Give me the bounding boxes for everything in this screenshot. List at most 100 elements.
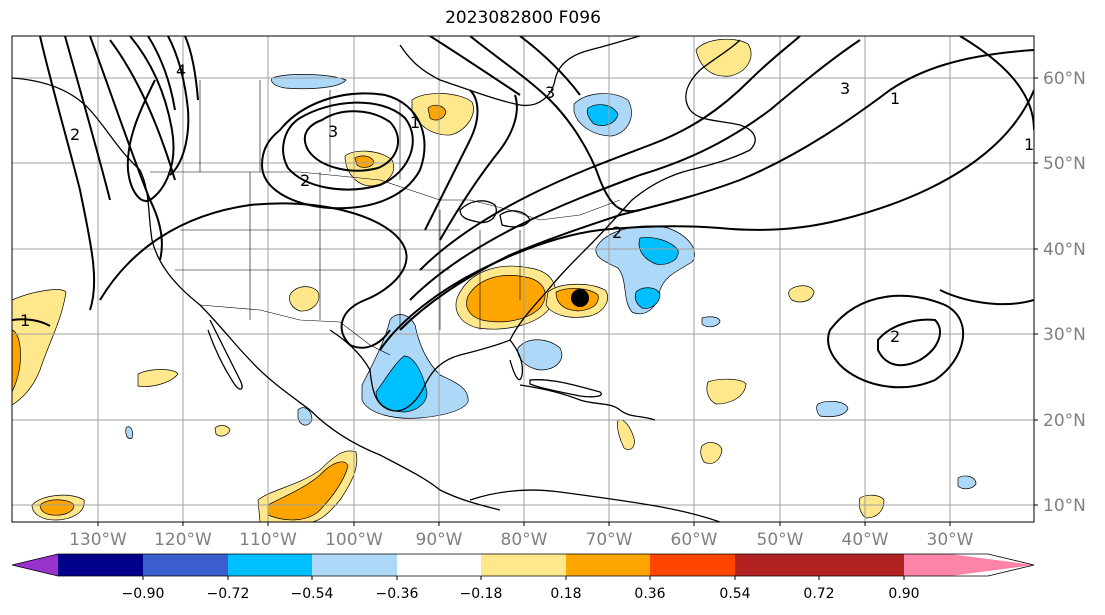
map-frame (11, 35, 1035, 523)
positive-anomaly-region (706, 378, 747, 405)
colorbar-extend-low (12, 554, 58, 576)
negative-anomaly-region (816, 401, 849, 418)
latitude-label: 10°N (1043, 496, 1086, 516)
colorbar-segment (481, 554, 566, 576)
colorbar-extend-high (904, 554, 1034, 576)
contour-label: 1 (20, 311, 30, 330)
hudson-bay-coastline (399, 36, 641, 107)
gulf-coastline (329, 329, 524, 412)
contour-label: 4 (176, 61, 186, 80)
colorbar-tick-label: 0.90 (888, 586, 919, 602)
colorbar-segment (312, 554, 397, 576)
longitude-axis: 130°W 120°W 110°W 100°W 90°W 80°W 70°W 6… (69, 522, 974, 550)
colorbar-tick-label: −0.90 (122, 586, 165, 602)
caribbean-islands (519, 384, 656, 421)
negative-anomaly-core (638, 237, 679, 265)
contour-line (939, 289, 1034, 306)
contour-line (89, 36, 163, 261)
negative-anomaly-region (701, 316, 721, 328)
longitude-label: 50°W (757, 530, 804, 550)
pacific-coastline (12, 77, 501, 511)
colorbar-outline (11, 553, 1035, 577)
contour-line (109, 39, 176, 181)
longitude-label: 110°W (239, 530, 297, 550)
positive-anomaly-region (700, 442, 723, 464)
contour-line (519, 36, 581, 96)
contour-label: 1 (1024, 135, 1034, 154)
contour-line (303, 110, 399, 172)
contour-label-layer: 3 2 1 4 3 2 1 3 1 2 1 2 (20, 61, 1034, 346)
colorbar-tick-label: 0.72 (803, 586, 834, 602)
contour-line (469, 36, 641, 213)
contour-label: 2 (300, 171, 310, 190)
anomaly-fill-layer (12, 38, 977, 522)
longitude-label: 80°W (501, 530, 548, 550)
colorbar-segment (566, 554, 650, 576)
us-canada-border (150, 171, 621, 221)
cuba (529, 379, 602, 398)
contour-label: 1 (410, 113, 420, 132)
longitude-label: 90°W (416, 530, 463, 550)
contour-line (64, 36, 111, 201)
great-lakes (459, 200, 497, 224)
longitude-label: 70°W (586, 530, 633, 550)
state-border (175, 172, 521, 330)
contour-line (424, 89, 479, 231)
contour-label: 2 (70, 125, 80, 144)
contour-line (167, 36, 190, 176)
longitude-label: 40°W (842, 530, 889, 550)
positive-anomaly-region (137, 369, 179, 387)
colorbar-segment (58, 554, 143, 576)
atlantic-coastline (509, 39, 756, 341)
contour-line (184, 36, 199, 101)
baja-peninsula (207, 319, 243, 390)
contour-line (399, 49, 1034, 331)
contour-line (126, 36, 175, 202)
colorbar-tick-label: −0.36 (376, 586, 419, 602)
colorbar-segment (819, 554, 904, 576)
longitude-label: 30°W (927, 530, 974, 550)
contour-line (39, 36, 96, 311)
contour-line (147, 36, 176, 111)
negative-anomaly-region (957, 475, 977, 490)
colorbar-tick-label: 0.54 (719, 586, 750, 602)
contour-label: 1 (890, 89, 900, 108)
storm-position-marker (571, 289, 589, 307)
positive-anomaly-core (39, 499, 75, 516)
coastlines (12, 36, 756, 522)
positive-anomaly-region (214, 425, 231, 437)
contour-label: 3 (840, 79, 850, 98)
contour-label: 3 (545, 83, 555, 102)
contour-line (419, 36, 801, 271)
contour-line (12, 318, 51, 327)
colorbar-tick-label: −0.72 (207, 586, 250, 602)
contour-line (959, 36, 1034, 131)
contour-lines (12, 36, 1034, 389)
positive-anomaly-core (354, 155, 375, 168)
south-america-coast (469, 489, 721, 522)
latitude-label: 50°N (1043, 154, 1086, 174)
positive-anomaly-core (427, 104, 447, 121)
political-borders (150, 80, 621, 356)
colorbar: −0.90 −0.72 −0.54 −0.36 −0.18 0.18 0.36 … (11, 553, 1035, 602)
positive-anomaly-region (289, 286, 320, 312)
colorbar-segment (650, 554, 735, 576)
colorbar-segment (397, 554, 481, 576)
latitude-label: 30°N (1043, 325, 1086, 345)
contour-line (429, 36, 521, 96)
negative-anomaly-core (634, 287, 661, 309)
contour-line (827, 294, 964, 389)
positive-anomaly-region (695, 38, 752, 77)
latitude-axis: 60°N 50°N 40°N 30°N 20°N 10°N (1034, 69, 1086, 516)
positive-anomaly-core (12, 329, 21, 393)
positive-anomaly-region (617, 419, 635, 450)
colorbar-segment (228, 554, 312, 576)
colorbar-tick-label: −0.18 (460, 586, 503, 602)
contour-line (439, 94, 518, 241)
contour-line (282, 101, 414, 191)
colorbar-segment (735, 554, 819, 576)
province-border (199, 80, 401, 180)
longitude-label: 100°W (325, 530, 383, 550)
contour-line (877, 318, 941, 367)
